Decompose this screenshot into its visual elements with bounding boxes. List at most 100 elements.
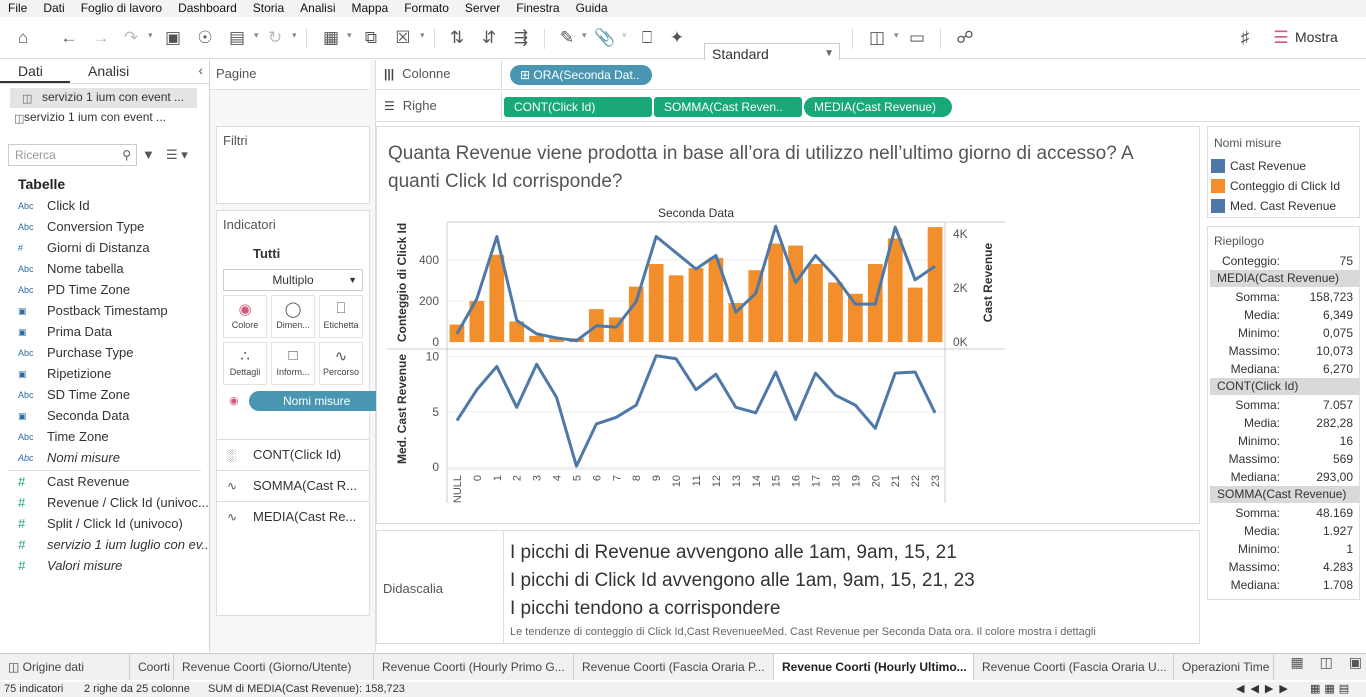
highlight-caret-icon[interactable]: ▾ — [582, 30, 587, 40]
show-me-button[interactable]: Mostra — [1295, 29, 1338, 45]
dimension-field[interactable]: Abc Nomi misure — [0, 448, 209, 469]
datasource-item[interactable]: ◫ servizio 1 ium con event ... — [10, 88, 197, 108]
pages-card[interactable]: Pagine — [210, 60, 370, 90]
measure-names-pill[interactable]: ◉ Nomi misure — [229, 391, 385, 411]
columns-pill[interactable]: ⊞ ORA(Seconda Dat.. — [510, 65, 652, 85]
new-dashboard-icon[interactable]: ◫ — [1319, 654, 1333, 670]
swap-icon[interactable]: ⇅ — [449, 28, 465, 47]
dimension-field[interactable]: # Giorni di Distanza — [0, 238, 209, 259]
filters-card[interactable]: Filtri — [216, 126, 370, 204]
sheet-tab[interactable]: Operazioni Time — [1174, 654, 1274, 680]
search-input[interactable]: Ricerca ⚲ — [8, 144, 137, 166]
menu-item[interactable]: Guida — [575, 1, 608, 15]
sheet-tab[interactable]: Coorti — [130, 654, 174, 680]
tooltip-button[interactable]: □ Inform... — [271, 342, 315, 385]
sheet-tab[interactable]: Revenue Coorti (Hourly Ultimo... — [774, 654, 974, 680]
menu-item[interactable]: Mappa — [351, 1, 389, 15]
dimension-field[interactable]: ▣ Postback Timestamp — [0, 301, 209, 322]
clear-caret-icon[interactable]: ▾ — [420, 30, 425, 40]
measure-field[interactable]: # Valori misure — [0, 556, 209, 577]
mark-row-avg[interactable]: ∿ MEDIA(Cast Re... — [217, 501, 369, 532]
size-button[interactable]: ◯ Dimen... — [271, 295, 315, 338]
new-story-icon[interactable]: ▣ — [1348, 654, 1362, 670]
filter-icon[interactable]: ▼ — [142, 147, 155, 162]
tab-data[interactable]: Dati — [0, 60, 70, 83]
datasource-item[interactable]: ◫ servizio 1 ium con event ... — [0, 108, 209, 128]
menu-item[interactable]: Storia — [252, 1, 285, 15]
measure-field[interactable]: # Cast Revenue — [0, 472, 209, 493]
dimension-field[interactable]: ▣ Prima Data — [0, 322, 209, 343]
pause-update-icon[interactable]: ▤ — [228, 28, 246, 47]
pause-caret-icon[interactable]: ▾ — [254, 30, 259, 40]
replay-icon[interactable]: ↷ — [123, 28, 139, 47]
mark-row-sum[interactable]: ∿ SOMMA(Cast R... — [217, 470, 369, 501]
redo-icon[interactable]: → — [92, 28, 110, 47]
measure-field[interactable]: # Split / Click Id (univoco) — [0, 514, 209, 535]
show-cards-icon[interactable]: ◫ — [868, 28, 886, 47]
dimension-field[interactable]: ▣ Seconda Data — [0, 406, 209, 427]
dimension-field[interactable]: Abc SD Time Zone — [0, 385, 209, 406]
path-button[interactable]: ∿ Percorso — [319, 342, 363, 385]
show-me-icon[interactable]: ☰ — [1273, 28, 1289, 47]
dimension-field[interactable]: Abc Nome tabella — [0, 259, 209, 280]
save-icon[interactable]: ▣ — [164, 28, 182, 47]
view-options-icon[interactable]: ☰ ▾ — [166, 147, 188, 162]
dimension-field[interactable]: Abc Click Id — [0, 196, 209, 217]
sheet-tab[interactable]: Revenue Coorti (Giorno/Utente) — [174, 654, 374, 680]
menu-item[interactable]: Foglio di lavoro — [80, 1, 163, 15]
labels-icon[interactable]: ⎕ — [641, 28, 653, 47]
binoculars-icon[interactable]: ♯ — [1240, 28, 1250, 47]
duplicate-icon[interactable]: ⧉ — [364, 28, 378, 47]
sort-desc-icon[interactable]: ⇶ — [513, 28, 529, 47]
menu-item[interactable]: Analisi — [300, 1, 336, 15]
rows-pill[interactable]: SOMMA(Cast Reven.. — [654, 97, 802, 117]
show-cards-caret-icon[interactable]: ▾ — [894, 30, 899, 40]
replay-caret-icon[interactable]: ▾ — [148, 30, 153, 40]
detail-button[interactable]: ∴ Dettagli — [223, 342, 267, 385]
rows-drop-area[interactable]: CONT(Click Id) SOMMA(Cast Reven.. MEDIA(… — [501, 92, 1356, 122]
share-icon[interactable]: ☍ — [956, 28, 974, 47]
page-nav-icon[interactable]: ◀◀▶▶ — [1236, 683, 1294, 695]
group-icon[interactable]: 📎 — [594, 28, 616, 47]
tab-data-source[interactable]: ◫ Origine dati — [0, 654, 130, 680]
legend-item[interactable]: Med. Cast Revenue — [1208, 196, 1359, 216]
new-worksheet-icon[interactable]: ▦ — [322, 28, 340, 47]
clear-sheet-icon[interactable]: ☒ — [395, 28, 411, 47]
menu-item[interactable]: File — [8, 1, 28, 15]
label-button[interactable]: ⎕ Etichetta — [319, 295, 363, 338]
color-button[interactable]: ◉ Colore — [223, 295, 267, 338]
sort-asc-icon[interactable]: ⇵ — [481, 28, 497, 47]
sheet-tab[interactable]: Revenue Coorti (Hourly Primo G... — [374, 654, 574, 680]
dimension-field[interactable]: Abc Conversion Type — [0, 217, 209, 238]
dimension-field[interactable]: Abc PD Time Zone — [0, 280, 209, 301]
dimension-field[interactable]: Abc Time Zone — [0, 427, 209, 448]
home-icon[interactable]: ⌂ — [17, 28, 29, 47]
highlight-icon[interactable]: ✎ — [559, 28, 575, 47]
sheet-tab[interactable]: Revenue Coorti (Fascia Oraria U... — [974, 654, 1174, 680]
new-worksheet-tab-icon[interactable]: ▦ — [1290, 654, 1304, 670]
dimension-field[interactable]: ▣ Ripetizione — [0, 364, 209, 385]
menu-item[interactable]: Dashboard — [178, 1, 237, 15]
tab-analysis[interactable]: Analisi — [88, 63, 130, 79]
pin-icon[interactable]: ✦ — [669, 28, 685, 47]
refresh-caret-icon[interactable]: ▾ — [292, 30, 297, 40]
menu-item[interactable]: Formato — [404, 1, 449, 15]
refresh-icon[interactable]: ↻ — [267, 28, 283, 47]
dimension-field[interactable]: Abc Purchase Type — [0, 343, 209, 364]
undo-icon[interactable]: ← — [60, 28, 78, 47]
presentation-icon[interactable]: ▭ — [908, 28, 926, 47]
legend-item[interactable]: Conteggio di Click Id — [1208, 176, 1359, 196]
mark-row-count[interactable]: ░ CONT(Click Id) — [217, 439, 369, 470]
menu-item[interactable]: Server — [464, 1, 501, 15]
marks-all-tab[interactable]: Tutti — [253, 246, 281, 261]
menu-item[interactable]: Finestra — [516, 1, 560, 15]
menu-item[interactable]: Dati — [43, 1, 65, 15]
columns-drop-area[interactable]: ⊞ ORA(Seconda Dat.. — [501, 60, 1356, 90]
measure-field[interactable]: # Revenue / Click Id (univoc... — [0, 493, 209, 514]
legend-item[interactable]: Cast Revenue — [1208, 156, 1359, 176]
rows-pill[interactable]: CONT(Click Id) — [504, 97, 652, 117]
caption-body[interactable]: I picchi di Revenue avvengono alle 1am, … — [503, 531, 1199, 643]
collapse-icon[interactable]: ‹ — [198, 62, 203, 78]
measure-field[interactable]: # servizio 1 ium luglio con ev... — [0, 535, 209, 556]
